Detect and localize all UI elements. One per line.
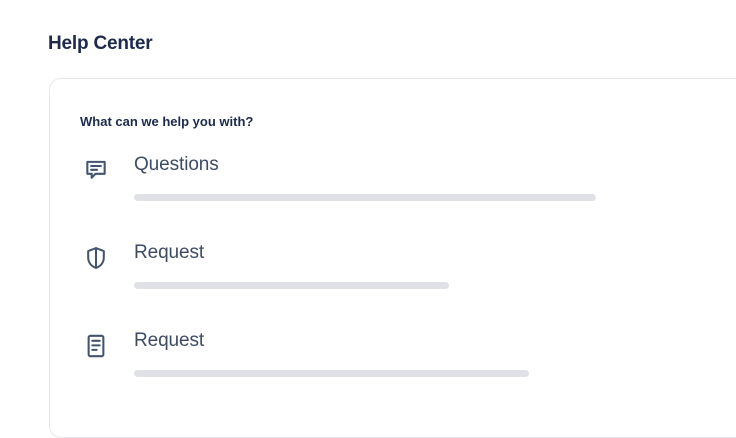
topic-label: Request	[134, 242, 205, 263]
help-center-screen: Help Center What can we help you with? Q…	[48, 33, 736, 438]
topic-list: Questions Request	[50, 154, 736, 421]
card-heading: What can we help you with?	[80, 114, 254, 129]
topic-placeholder-bar	[134, 194, 596, 201]
help-center-card: What can we help you with? Questions	[49, 78, 736, 438]
message-bubble-icon	[83, 157, 109, 183]
list-item[interactable]: Request	[50, 242, 736, 333]
topic-placeholder-bar	[134, 370, 529, 377]
shield-icon	[83, 245, 109, 271]
topic-label: Request	[134, 330, 205, 351]
list-item[interactable]: Request	[50, 330, 736, 421]
topic-label: Questions	[134, 154, 219, 175]
page-title: Help Center	[48, 33, 153, 54]
list-item[interactable]: Questions	[50, 154, 736, 245]
topic-placeholder-bar	[134, 282, 449, 289]
document-icon	[83, 333, 109, 359]
